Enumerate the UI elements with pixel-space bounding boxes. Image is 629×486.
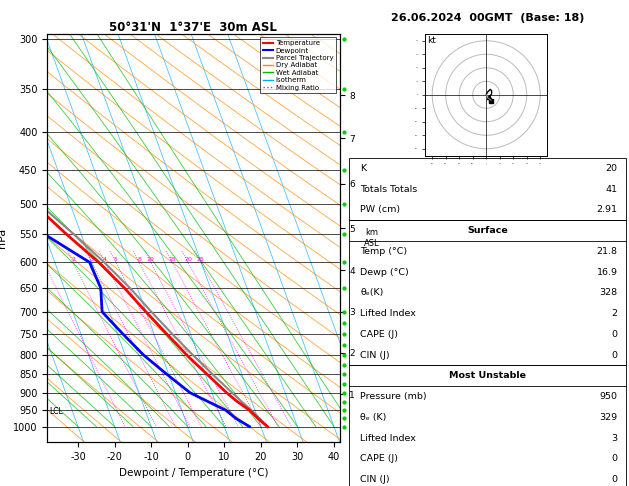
Text: 8: 8 [137,257,141,262]
Text: PW (cm): PW (cm) [360,206,400,214]
Title: 50°31'N  1°37'E  30m ASL: 50°31'N 1°37'E 30m ASL [109,21,277,34]
Text: K: K [360,164,366,173]
X-axis label: Dewpoint / Temperature (°C): Dewpoint / Temperature (°C) [119,468,268,478]
Text: LCL: LCL [49,407,63,417]
Y-axis label: km
ASL: km ASL [364,228,380,248]
Text: 10: 10 [147,257,155,262]
Text: 328: 328 [599,288,618,297]
Text: 26.06.2024  00GMT  (Base: 18): 26.06.2024 00GMT (Base: 18) [391,13,584,23]
Text: CAPE (J): CAPE (J) [360,330,398,339]
Text: 21.8: 21.8 [596,247,618,256]
Text: 329: 329 [599,413,618,422]
Legend: Temperature, Dewpoint, Parcel Trajectory, Dry Adiabat, Wet Adiabat, Isotherm, Mi: Temperature, Dewpoint, Parcel Trajectory… [260,37,336,93]
Text: 3: 3 [611,434,618,443]
Text: Lifted Index: Lifted Index [360,309,416,318]
Text: 2: 2 [611,309,618,318]
Text: Totals Totals: Totals Totals [360,185,418,193]
Text: 0: 0 [611,330,618,339]
Text: 2: 2 [71,257,75,262]
Text: Pressure (mb): Pressure (mb) [360,392,427,401]
Text: 0: 0 [611,454,618,463]
Text: Dewp (°C): Dewp (°C) [360,268,409,277]
Text: 20: 20 [184,257,192,262]
Text: CIN (J): CIN (J) [360,350,390,360]
Text: Most Unstable: Most Unstable [449,371,526,381]
Text: 41: 41 [606,185,618,193]
Y-axis label: hPa: hPa [0,228,8,248]
Text: θₑ (K): θₑ (K) [360,413,387,422]
Text: 0: 0 [611,475,618,484]
Text: Lifted Index: Lifted Index [360,434,416,443]
Text: 2.91: 2.91 [596,206,618,214]
Text: θₑ(K): θₑ(K) [360,288,384,297]
Text: 0: 0 [611,350,618,360]
Text: CIN (J): CIN (J) [360,475,390,484]
Text: 20: 20 [606,164,618,173]
Text: 3: 3 [89,257,94,262]
Text: 15: 15 [169,257,176,262]
Text: 4: 4 [103,257,107,262]
Text: CAPE (J): CAPE (J) [360,454,398,463]
Text: 5: 5 [114,257,118,262]
Text: kt: kt [426,36,435,46]
Text: Surface: Surface [467,226,508,235]
Text: 16.9: 16.9 [596,268,618,277]
Text: Temp (°C): Temp (°C) [360,247,408,256]
Text: 950: 950 [599,392,618,401]
Text: 25: 25 [197,257,204,262]
